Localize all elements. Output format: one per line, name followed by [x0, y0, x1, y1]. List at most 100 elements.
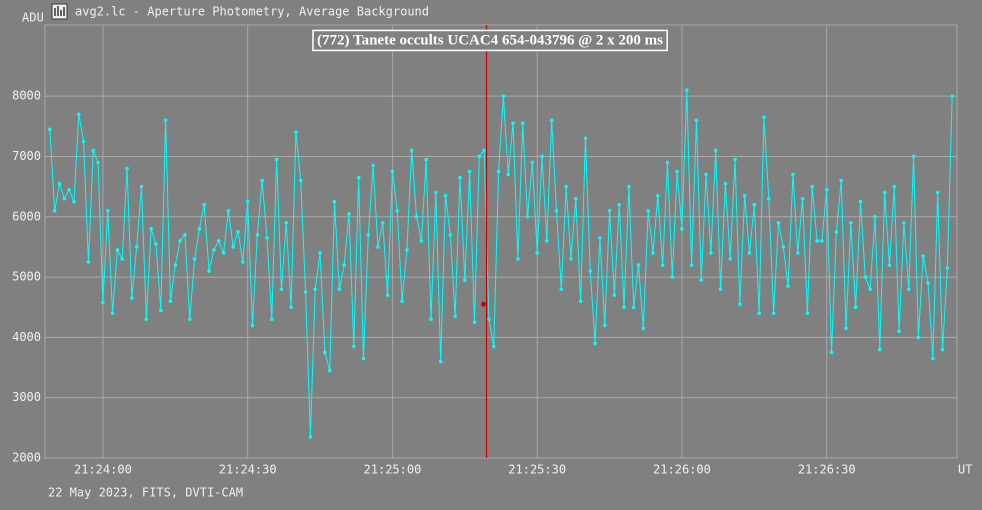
- data-point: [197, 227, 202, 231]
- data-point: [945, 266, 950, 270]
- data-point: [491, 344, 496, 349]
- data-point: [853, 305, 858, 310]
- data-point: [183, 233, 187, 237]
- data-point: [612, 293, 617, 297]
- x-tick-label: 21:25:00: [364, 463, 422, 477]
- x-tick-label: 21:24:30: [219, 463, 277, 477]
- data-point: [163, 118, 168, 123]
- x-tick-label: 21:26:30: [798, 463, 856, 477]
- data-point: [376, 245, 380, 249]
- data-point: [76, 112, 81, 117]
- data-point: [882, 190, 887, 195]
- data-point: [178, 239, 182, 243]
- y-tick-label: 7000: [12, 149, 41, 163]
- data-point: [646, 208, 650, 213]
- data-point: [313, 287, 318, 291]
- x-tick-label: 21:25:30: [508, 463, 566, 477]
- data-point: [443, 193, 448, 198]
- data-point: [511, 121, 515, 126]
- data-point: [516, 257, 520, 261]
- data-point: [911, 154, 916, 159]
- data-point: [800, 196, 805, 201]
- data-point: [448, 233, 453, 237]
- data-point: [950, 94, 954, 98]
- data-point: [187, 317, 192, 322]
- data-point: [931, 356, 935, 361]
- data-point: [786, 284, 790, 288]
- data-point: [477, 154, 482, 159]
- data-point: [380, 221, 385, 225]
- data-point: [530, 160, 535, 165]
- data-point: [916, 335, 921, 340]
- data-point: [192, 257, 197, 261]
- data-point: [573, 196, 578, 201]
- data-point: [636, 263, 641, 267]
- data-point: [72, 199, 76, 204]
- data-point: [622, 305, 626, 310]
- data-point: [935, 190, 940, 195]
- data-point: [453, 314, 457, 319]
- window-title: avg2.lc - Aperture Photometry, Average B…: [75, 5, 429, 19]
- data-point: [284, 221, 289, 225]
- data-point: [96, 160, 100, 165]
- data-point: [496, 169, 501, 174]
- data-point: [564, 184, 568, 189]
- y-tick-label: 8000: [12, 89, 41, 103]
- data-point: [212, 248, 216, 252]
- data-point: [704, 172, 708, 177]
- data-point: [892, 184, 897, 189]
- data-point: [120, 257, 125, 261]
- y-tick-label: 3000: [12, 390, 41, 404]
- data-point: [554, 208, 559, 213]
- y-tick-label: 5000: [12, 270, 41, 284]
- data-point: [86, 260, 91, 264]
- data-point: [771, 311, 776, 316]
- y-tick-label: 2000: [12, 451, 41, 465]
- data-point: [656, 193, 660, 198]
- data-point: [747, 251, 752, 255]
- x-tick-label: 21:26:00: [653, 463, 711, 477]
- data-point: [651, 251, 655, 255]
- data-point: [274, 157, 279, 162]
- data-point: [134, 245, 139, 249]
- data-point: [742, 193, 747, 198]
- app-icon: [51, 3, 68, 20]
- data-line: [49, 90, 953, 437]
- data-point: [757, 311, 761, 316]
- data-point: [926, 281, 930, 285]
- data-point: [110, 311, 115, 316]
- data-point: [409, 148, 414, 153]
- data-point: [438, 359, 443, 364]
- data-point: [390, 169, 395, 174]
- data-point: [245, 199, 250, 204]
- data-point: [578, 299, 583, 304]
- data-point: [829, 350, 834, 355]
- data-point: [810, 184, 815, 189]
- data-point: [849, 221, 853, 225]
- data-point: [549, 118, 554, 123]
- data-point: [569, 257, 573, 261]
- data-point: [361, 356, 366, 361]
- data-point: [294, 130, 298, 135]
- data-point: [371, 163, 375, 168]
- data-point: [289, 305, 293, 310]
- data-point: [506, 172, 511, 177]
- data-point: [897, 329, 901, 334]
- y-tick-label: 6000: [12, 209, 41, 223]
- data-point: [805, 311, 810, 316]
- data-point: [48, 127, 52, 132]
- data-point: [583, 136, 588, 141]
- data-point: [419, 239, 424, 243]
- data-point: [154, 242, 158, 246]
- data-point: [67, 187, 71, 192]
- data-point: [269, 317, 274, 322]
- data-point: [458, 175, 462, 180]
- data-point: [535, 251, 539, 255]
- data-point: [115, 248, 120, 252]
- data-point: [921, 254, 926, 258]
- data-point: [713, 148, 718, 153]
- data-point: [342, 263, 346, 267]
- data-point: [62, 196, 67, 201]
- data-point: [236, 230, 240, 234]
- event-point: [481, 301, 487, 307]
